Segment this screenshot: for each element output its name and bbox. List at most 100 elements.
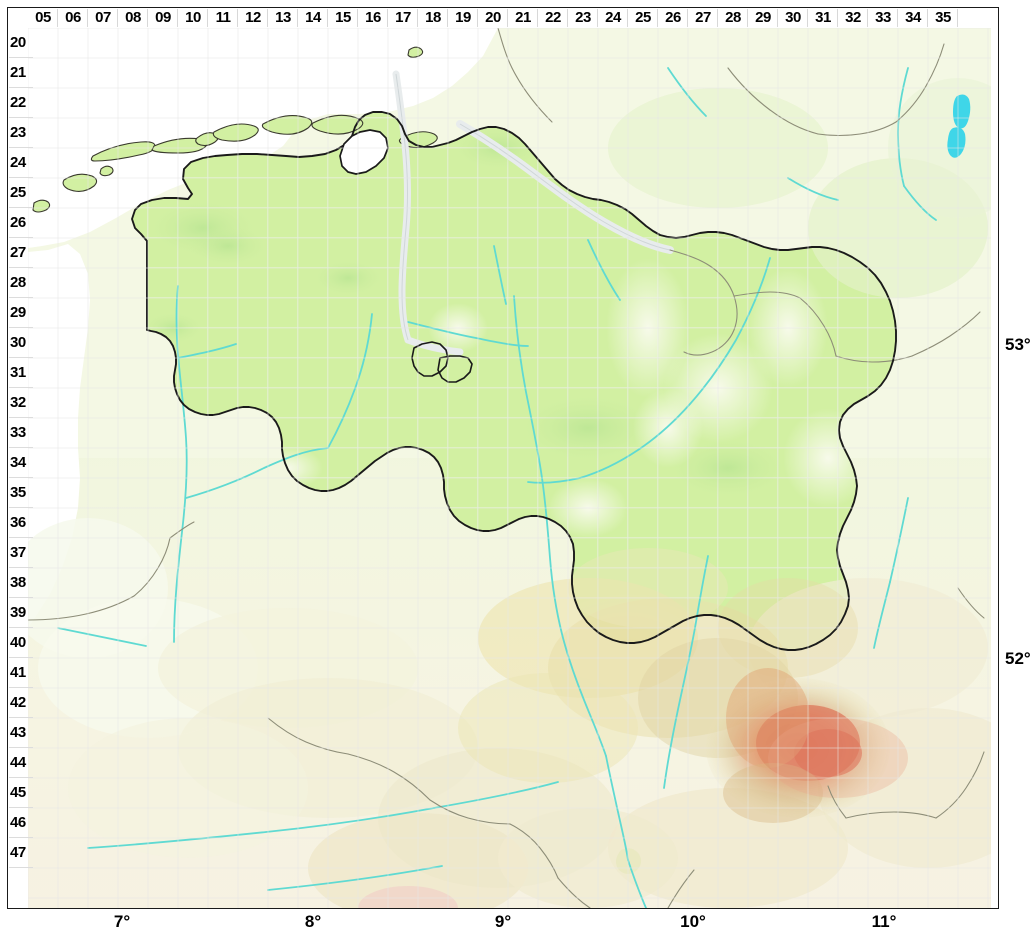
island: [212, 123, 259, 142]
border-light: [845, 811, 937, 819]
row-separator: [9, 237, 33, 238]
column-label-33: 33: [868, 8, 898, 28]
column-separator: [147, 9, 148, 27]
column-separator: [387, 9, 388, 27]
column-separator: [537, 9, 538, 27]
row-separator: [9, 717, 33, 718]
row-label-30: 30: [8, 328, 34, 358]
terrain-patch: [608, 788, 848, 908]
map-canvas[interactable]: [28, 28, 991, 908]
column-label-28: 28: [718, 8, 748, 28]
longitude-label: 10°: [680, 912, 706, 931]
border-light: [895, 43, 945, 123]
row-separator: [9, 657, 33, 658]
column-separator: [687, 9, 688, 27]
border-light: [267, 717, 349, 755]
column-separator: [927, 9, 928, 27]
river-ne-2: [903, 185, 937, 221]
longitude-label: 7°: [113, 912, 131, 931]
row-separator: [9, 867, 33, 868]
border-light: [935, 751, 985, 819]
terrain-patch: [518, 394, 658, 462]
island: [90, 141, 156, 162]
row-separator: [9, 357, 33, 358]
island: [261, 115, 313, 135]
column-label-32: 32: [838, 8, 868, 28]
row-label-46: 46: [8, 808, 34, 838]
row-label-28: 28: [8, 268, 34, 298]
row-label-26: 26: [8, 208, 34, 238]
river-east-1: [889, 497, 909, 583]
river-south-2: [433, 781, 559, 809]
column-label-19: 19: [448, 8, 478, 28]
row-label-31: 31: [8, 358, 34, 388]
row-separator: [9, 177, 33, 178]
row-separator: [9, 627, 33, 628]
column-separator: [117, 9, 118, 27]
longitude-label: 11°: [871, 912, 897, 931]
row-separator: [9, 297, 33, 298]
column-label-10: 10: [178, 8, 208, 28]
river-ne-3: [667, 67, 707, 117]
row-separator: [9, 777, 33, 778]
row-label-41: 41: [8, 658, 34, 688]
row-separator: [9, 507, 33, 508]
river-weser: [513, 295, 607, 757]
river-oste: [493, 245, 507, 305]
column-separator: [867, 9, 868, 27]
hill-sollig: [458, 673, 638, 783]
border-light: [957, 587, 985, 619]
border-light: [733, 291, 801, 299]
column-label-29: 29: [748, 8, 778, 28]
row-header-strip: 20 21 22 23 24 25 26 27 28 29 30 31 32 33 34 35 36 37 38 39…: [8, 28, 33, 908]
column-label-35: 35: [928, 8, 958, 28]
river-north-1: [587, 239, 621, 301]
column-label-13: 13: [268, 8, 298, 28]
river-south-3: [267, 865, 443, 891]
harz-core-2: [794, 729, 862, 777]
row-label-35: 35: [8, 478, 34, 508]
river-elbe-branch: [407, 321, 529, 347]
lake-schwerin-south: [947, 127, 966, 158]
bremen-enclave: [411, 341, 473, 383]
column-separator: [177, 9, 178, 27]
column-separator: [447, 9, 448, 27]
column-label-14: 14: [298, 8, 328, 28]
row-label-29: 29: [8, 298, 34, 328]
graticule: [28, 28, 991, 908]
column-separator: [627, 9, 628, 27]
column-separator: [417, 9, 418, 27]
border-light: [727, 67, 819, 135]
island: [195, 132, 219, 147]
row-separator: [9, 687, 33, 688]
column-separator: [957, 9, 958, 27]
column-label-11: 11: [208, 8, 238, 28]
river-aller: [579, 257, 771, 479]
row-separator: [9, 327, 33, 328]
lake-schwerin: [953, 94, 971, 129]
column-label-17: 17: [388, 8, 418, 28]
hill-tan: [568, 548, 728, 628]
longitude-label: 9°: [494, 912, 512, 931]
column-separator: [357, 9, 358, 27]
column-label-22: 22: [538, 8, 568, 28]
river-aller-low: [527, 477, 581, 484]
terrain-patch: [668, 438, 788, 498]
column-separator: [747, 9, 748, 27]
row-separator: [9, 387, 33, 388]
row-label-32: 32: [8, 388, 34, 418]
border-light: [835, 355, 913, 363]
row-separator: [9, 597, 33, 598]
island: [32, 199, 51, 213]
neighbour-borders: [28, 28, 985, 908]
row-label-21: 21: [8, 58, 34, 88]
map-graphic: [28, 28, 991, 908]
row-separator: [9, 837, 33, 838]
border-light: [827, 785, 847, 819]
north-sea-area: [28, 28, 498, 248]
border-light: [429, 799, 511, 825]
row-separator: [9, 747, 33, 748]
row-label-25: 25: [8, 178, 34, 208]
river-south-4: [627, 859, 647, 908]
column-label-07: 07: [88, 8, 118, 28]
